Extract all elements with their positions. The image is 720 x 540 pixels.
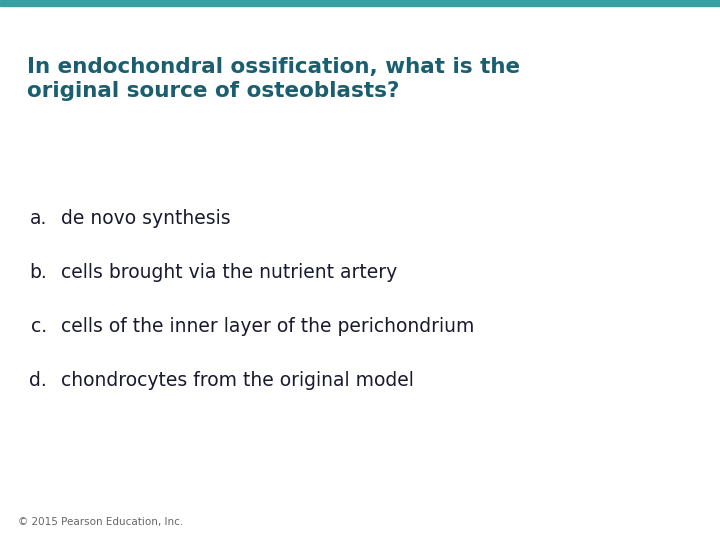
Text: a.: a. bbox=[30, 209, 47, 228]
Text: cells of the inner layer of the perichondrium: cells of the inner layer of the perichon… bbox=[61, 317, 474, 336]
Text: b.: b. bbox=[29, 263, 47, 282]
Text: de novo synthesis: de novo synthesis bbox=[61, 209, 231, 228]
Text: c.: c. bbox=[31, 317, 47, 336]
Text: chondrocytes from the original model: chondrocytes from the original model bbox=[61, 371, 414, 390]
Bar bbox=[0, 0, 720, 6]
Text: d.: d. bbox=[29, 371, 47, 390]
Text: cells brought via the nutrient artery: cells brought via the nutrient artery bbox=[61, 263, 397, 282]
Text: In endochondral ossification, what is the
original source of osteoblasts?: In endochondral ossification, what is th… bbox=[27, 57, 521, 100]
Text: © 2015 Pearson Education, Inc.: © 2015 Pearson Education, Inc. bbox=[18, 516, 184, 526]
